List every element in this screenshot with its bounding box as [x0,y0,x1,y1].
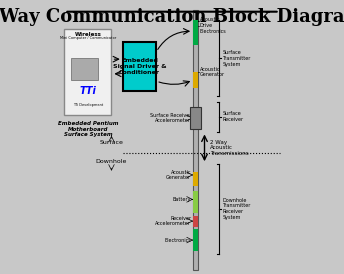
Text: Mini Computer / Communicator: Mini Computer / Communicator [60,36,116,40]
Text: Surface
Transmitter
System: Surface Transmitter System [223,50,251,67]
Text: TTi: TTi [79,86,96,96]
Text: Embedded
Signal Driver &
Conditioner: Embedded Signal Driver & Conditioner [113,58,166,75]
FancyBboxPatch shape [64,28,111,115]
Text: Acoustic
Drive
Electronics: Acoustic Drive Electronics [200,18,227,34]
FancyBboxPatch shape [71,58,98,80]
Text: Surface: Surface [99,140,123,145]
Text: Battery: Battery [173,197,191,202]
Text: Acoustic
Generator: Acoustic Generator [166,170,191,180]
Text: Embedded Pentium
Motherboard
Surface System: Embedded Pentium Motherboard Surface Sys… [58,121,118,137]
FancyBboxPatch shape [193,20,198,45]
Text: Downhole
Transmitter
Receiver
System: Downhole Transmitter Receiver System [223,198,251,220]
Text: 2-Way Communication Block Diagram: 2-Way Communication Block Diagram [0,8,344,26]
Text: Acoustic
Generator: Acoustic Generator [200,67,225,77]
Text: Surface
Receiver: Surface Receiver [223,111,244,122]
Text: 2 Way
Acoustic
Transmissions: 2 Way Acoustic Transmissions [210,139,249,156]
FancyBboxPatch shape [123,42,156,91]
FancyBboxPatch shape [193,191,198,213]
Text: TTi Development: TTi Development [73,103,103,107]
Text: Electronics: Electronics [164,238,191,242]
Text: Downhole: Downhole [96,159,127,164]
FancyBboxPatch shape [193,229,198,251]
FancyBboxPatch shape [190,107,201,129]
Text: Surface Receiver
Accelerometer: Surface Receiver Accelerometer [150,113,191,123]
FancyBboxPatch shape [193,172,198,186]
FancyBboxPatch shape [193,216,198,227]
Text: Wireless: Wireless [75,32,101,37]
Text: Receiver
Accelerometer: Receiver Accelerometer [155,216,191,227]
FancyBboxPatch shape [193,72,198,88]
FancyBboxPatch shape [193,10,198,270]
